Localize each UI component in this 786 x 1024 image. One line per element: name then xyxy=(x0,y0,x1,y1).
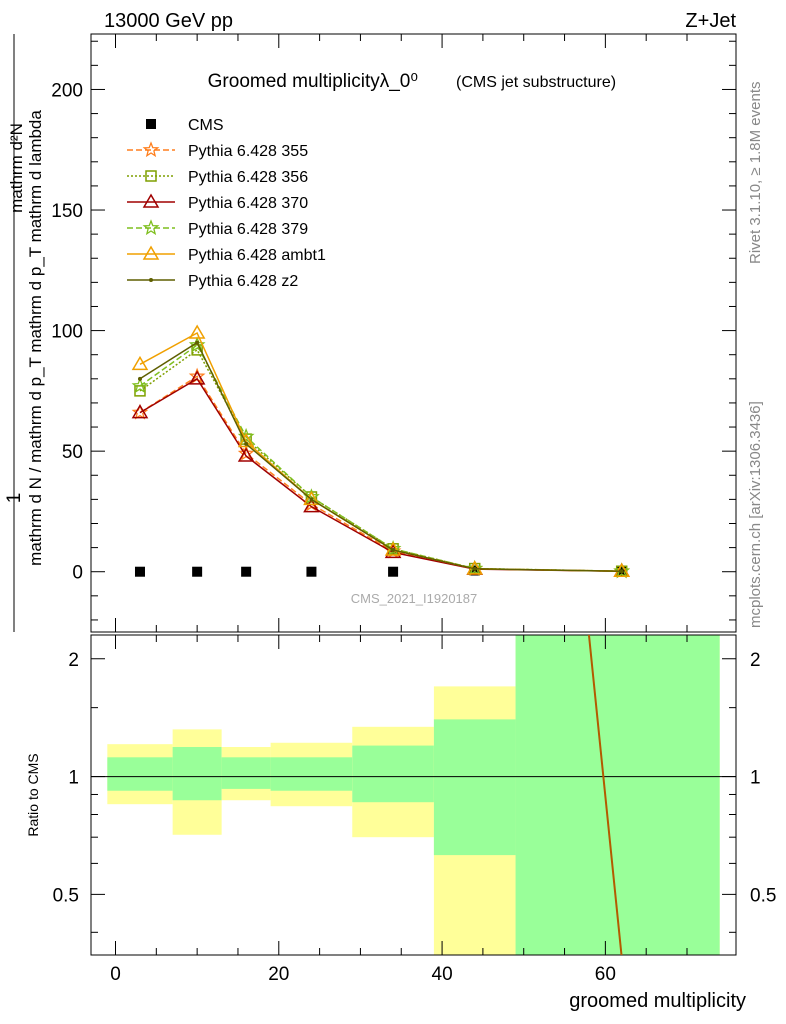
ratio-band-inner xyxy=(270,757,353,791)
series-line-p356 xyxy=(139,348,622,572)
ytick-label: 100 xyxy=(51,322,83,343)
legend-marker-z2 xyxy=(149,278,153,282)
ratio-band-inner xyxy=(352,745,434,803)
point-p370 xyxy=(188,370,206,385)
lower-plot-frame xyxy=(90,634,737,956)
upper-series xyxy=(131,324,631,579)
point-z2 xyxy=(137,376,142,381)
ratio-ytick-label: 1 xyxy=(68,768,79,789)
plot-subtitle: (CMS jet substructure) xyxy=(456,74,616,91)
ytick-label: 200 xyxy=(51,80,83,101)
point-p379 xyxy=(131,377,149,394)
point-p379 xyxy=(613,562,631,579)
legend-label-p370: Pythia 6.428 370 xyxy=(188,195,308,212)
ytick-label: 0 xyxy=(72,563,83,584)
legend-label-p355: Pythia 6.428 355 xyxy=(188,143,308,160)
ratio-series xyxy=(91,635,736,955)
legend-marker-p355 xyxy=(142,141,160,158)
xtick-label: 40 xyxy=(432,964,453,985)
point-cms xyxy=(134,566,145,577)
point-p356 xyxy=(191,344,203,356)
analysis-watermark: CMS_2021_I1920187 xyxy=(351,591,478,606)
ytick-label: 150 xyxy=(51,201,83,222)
ratio-band-inner xyxy=(221,757,271,789)
ylabel-over: mathrm d²N xyxy=(7,123,26,213)
point-z2 xyxy=(195,340,200,345)
point-z2 xyxy=(472,566,477,571)
ratio-ylabel: Ratio to CMS xyxy=(25,753,41,836)
ratio-band-inner xyxy=(172,747,222,801)
series-line-p379 xyxy=(139,343,622,572)
ratio-ytick-label-right: 0.5 xyxy=(750,885,776,906)
ratio-band-inner xyxy=(433,719,516,856)
point-p370 xyxy=(303,498,320,513)
point-ambt1 xyxy=(303,490,320,506)
legend-marker-cms xyxy=(146,119,156,129)
legend: CMS Pythia 6.428 355 Pythia 6.428 356 Pythi… xyxy=(127,117,326,290)
ratio-bands xyxy=(107,635,720,955)
point-p379 xyxy=(466,559,484,576)
xtick-label: 60 xyxy=(595,964,616,985)
upper-plot-frame xyxy=(90,33,737,633)
rivet-label: Rivet 3.1.10, ≥ 1.8M events xyxy=(747,82,764,265)
point-p370 xyxy=(131,404,149,419)
series-line-ambt1 xyxy=(139,331,622,572)
ratio-ytick-label-right: 1 xyxy=(750,768,761,789)
point-ambt1 xyxy=(237,433,255,448)
legend-label-z2: Pythia 6.428 z2 xyxy=(188,273,298,290)
xlabel: groomed multiplicity xyxy=(569,990,746,1012)
point-ambt1 xyxy=(384,541,402,556)
ratio-ytick-label: 2 xyxy=(68,650,79,671)
ratio-band-inner xyxy=(107,757,173,791)
legend-label-ambt1: Pythia 6.428 ambt1 xyxy=(188,247,326,264)
plot-title: Groomed multiplicityλ_0⁰ xyxy=(208,71,418,92)
legend-marker-p356 xyxy=(145,170,157,182)
legend-label-p379: Pythia 6.428 379 xyxy=(188,221,308,238)
point-z2 xyxy=(244,441,249,446)
point-cms xyxy=(306,566,317,577)
ytick-label: 50 xyxy=(62,442,83,463)
xtick-label: 0 xyxy=(110,964,121,985)
xtick-label: 20 xyxy=(268,964,289,985)
point-p370 xyxy=(237,447,255,462)
point-ambt1 xyxy=(188,324,206,339)
point-z2 xyxy=(309,497,314,502)
legend-label-p356: Pythia 6.428 356 xyxy=(188,169,308,186)
header-right: Z+Jet xyxy=(685,10,736,32)
point-cms xyxy=(241,566,252,577)
point-z2 xyxy=(619,569,624,574)
legend-marker-p379 xyxy=(142,219,160,236)
ylabel-main: mathrm d N / mathrm d p_T mathrm d p_T m… xyxy=(26,110,45,566)
point-ambt1 xyxy=(131,355,149,371)
legend-label-cms: CMS xyxy=(188,117,224,134)
point-cms xyxy=(192,566,203,577)
axis-ticks: 0 50 100 150 200 0 20 40 60 0.5 0.5 1 1 2 2 xyxy=(51,34,776,985)
ratio-ytick-label: 0.5 xyxy=(53,885,79,906)
mcplots-label: mcplots.cern.ch [arXiv:1306.3436] xyxy=(747,401,764,628)
point-cms xyxy=(388,566,399,577)
ratio-ytick-label-right: 2 xyxy=(750,650,761,671)
header-left: 13000 GeV pp xyxy=(104,10,233,32)
legend-marker-ambt1 xyxy=(142,245,160,260)
point-z2 xyxy=(391,548,396,553)
legend-marker-p370 xyxy=(142,193,160,208)
ratio-band-inner xyxy=(515,635,720,955)
ratio-mc-line xyxy=(587,635,623,955)
point-ambt1 xyxy=(613,562,631,577)
